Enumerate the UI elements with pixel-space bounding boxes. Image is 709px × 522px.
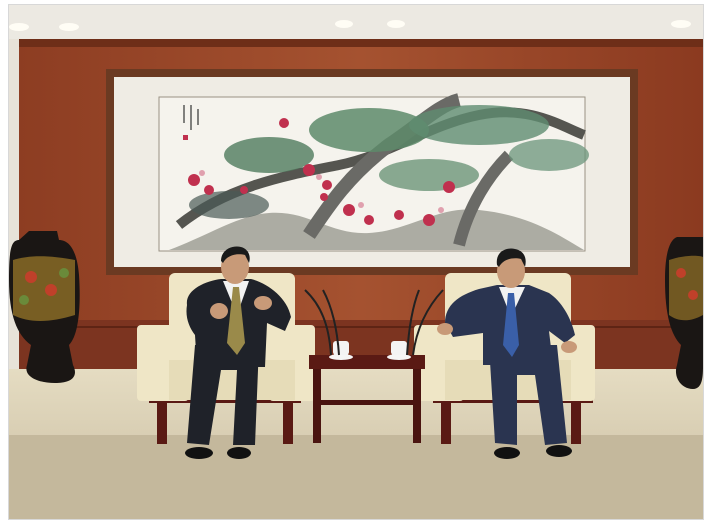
photo — [8, 4, 704, 520]
ceiling — [9, 5, 703, 39]
ceiling-light-icon — [9, 23, 29, 31]
microphone-icon — [304, 289, 444, 356]
vase-icon — [9, 231, 80, 383]
vase-icon — [665, 237, 703, 389]
ceiling-light-icon — [387, 20, 405, 28]
carpet — [9, 435, 703, 519]
ceiling-light-icon — [671, 20, 691, 28]
pine-painting — [169, 93, 589, 250]
ceiling-light-icon — [335, 20, 353, 28]
teacup-icon — [329, 341, 353, 360]
wood-wall-trim — [19, 39, 703, 47]
teacup-icon — [387, 341, 411, 360]
ceiling-lights — [9, 20, 691, 31]
person-right — [437, 248, 577, 459]
meeting-room-scene — [9, 5, 703, 519]
ceiling-light-icon — [59, 23, 79, 31]
person-left — [185, 246, 291, 459]
wall-edge-left — [9, 39, 19, 369]
